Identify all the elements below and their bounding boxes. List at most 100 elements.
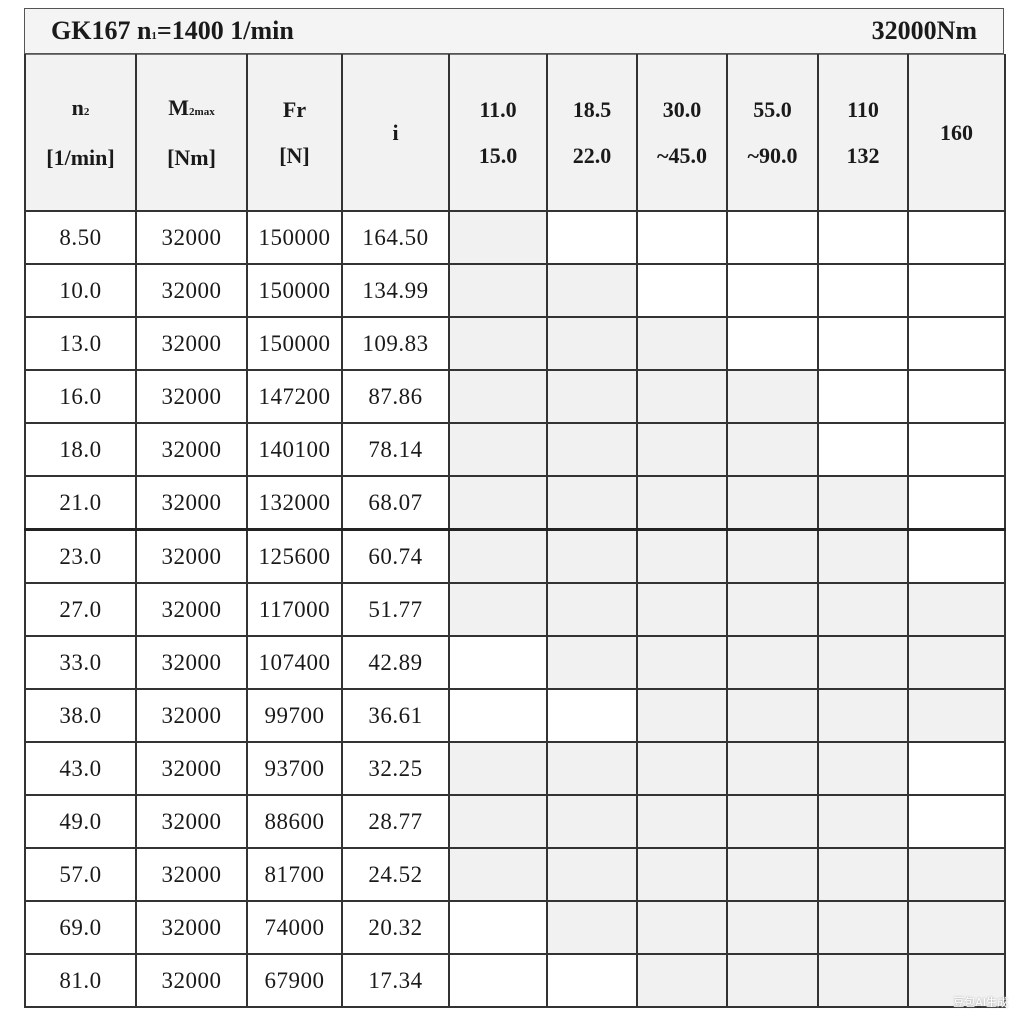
motor-cell-shaded <box>817 528 909 584</box>
motor-cell-blank <box>907 422 1006 477</box>
cell-i: 78.14 <box>341 422 450 477</box>
header-line-2: 15.0 <box>478 142 518 168</box>
cell-n2: 49.0 <box>24 794 137 849</box>
motor-cell-shaded <box>546 263 638 318</box>
motor-cell-shaded <box>817 741 909 796</box>
cell-n2: 18.0 <box>24 422 137 477</box>
motor-cell-shaded <box>726 741 819 796</box>
header-line-1: n <box>71 94 84 120</box>
cell-i: 51.77 <box>341 582 450 637</box>
motor-cell-blank <box>817 369 909 424</box>
motor-cell-shaded <box>636 688 728 743</box>
motor-cell-shaded <box>546 635 638 690</box>
header-line-1: 110 <box>847 96 879 122</box>
cell-m2max: 32000 <box>135 847 248 902</box>
motor-cell-blank <box>907 263 1006 318</box>
motor-cell-shaded <box>726 582 819 637</box>
cell-m2max: 32000 <box>135 953 248 1008</box>
cell-n2: 43.0 <box>24 741 137 796</box>
motor-cell-shaded <box>546 316 638 371</box>
table-row: 13.0 32000 150000 109.83 <box>24 316 1006 371</box>
cell-m2max: 32000 <box>135 316 248 371</box>
motor-cell-shaded <box>817 635 909 690</box>
cell-n2: 81.0 <box>24 953 137 1008</box>
motor-cell-shaded <box>907 900 1006 955</box>
cell-m2max: 32000 <box>135 794 248 849</box>
header-line-1: M <box>168 94 190 120</box>
cell-fr: 67900 <box>246 953 343 1008</box>
cell-i: 109.83 <box>341 316 450 371</box>
motor-cell-shaded <box>448 475 548 531</box>
cell-i: 32.25 <box>341 741 450 796</box>
motor-cell-shaded <box>817 688 909 743</box>
motor-cell-shaded <box>817 582 909 637</box>
motor-cell-shaded <box>636 741 728 796</box>
motor-cell-shaded <box>907 953 1006 1008</box>
cell-m2max: 32000 <box>135 263 248 318</box>
cell-n2: 33.0 <box>24 635 137 690</box>
table-title-bar: GK167 n1=1400 1/min 32000Nm <box>24 8 1004 54</box>
table-row: 49.0 32000 88600 28.77 <box>24 794 1006 849</box>
gearbox-table-container: GK167 n1=1400 1/min 32000Nm n2 [1/min] M2m… <box>24 8 1006 1008</box>
motor-cell-shaded <box>907 847 1006 902</box>
motor-cell-blank <box>907 369 1006 424</box>
header-line-2: ~90.0 <box>747 142 798 168</box>
motor-cell-shaded <box>726 369 819 424</box>
cell-m2max: 32000 <box>135 741 248 796</box>
cell-i: 17.34 <box>341 953 450 1008</box>
motor-cell-shaded <box>636 582 728 637</box>
cell-n2: 23.0 <box>24 528 137 584</box>
table-row: 57.0 32000 81700 24.52 <box>24 847 1006 902</box>
motor-cell-shaded <box>726 475 819 531</box>
motor-cell-shaded <box>546 528 638 584</box>
cell-fr: 99700 <box>246 688 343 743</box>
motor-cell-shaded <box>636 635 728 690</box>
motor-cell-shaded <box>817 794 909 849</box>
motor-cell-blank <box>726 316 819 371</box>
cell-n2: 57.0 <box>24 847 137 902</box>
cell-i: 68.07 <box>341 475 450 531</box>
motor-cell-shaded <box>726 953 819 1008</box>
motor-cell-blank <box>817 210 909 265</box>
header-line-1: 11.0 <box>479 96 517 122</box>
motor-cell-blank <box>907 475 1006 531</box>
cell-m2max: 32000 <box>135 635 248 690</box>
motor-cell-shaded <box>726 635 819 690</box>
header-subscript: 2max <box>189 105 215 118</box>
n1-label: n <box>136 16 152 45</box>
motor-cell-shaded <box>817 847 909 902</box>
table-row: 38.0 32000 99700 36.61 <box>24 688 1006 743</box>
header-line-2: [1/min] <box>46 144 115 170</box>
motor-cell-shaded <box>726 794 819 849</box>
table-row: 43.0 32000 93700 32.25 <box>24 741 1006 796</box>
motor-cell-shaded <box>636 900 728 955</box>
table-row: 33.0 32000 107400 42.89 <box>24 635 1006 690</box>
cell-fr: 117000 <box>246 582 343 637</box>
motor-cell-shaded <box>448 582 548 637</box>
motor-cell-blank <box>907 528 1006 584</box>
motor-cell-blank <box>546 953 638 1008</box>
motor-cell-blank <box>448 635 548 690</box>
motor-cell-shaded <box>546 900 638 955</box>
cell-fr: 125600 <box>246 528 343 584</box>
header-line-1: 30.0 <box>662 96 702 122</box>
table-row: 81.0 32000 67900 17.34 <box>24 953 1006 1008</box>
motor-cell-shaded <box>817 475 909 531</box>
header-line-1: 160 <box>940 119 973 145</box>
cell-fr: 150000 <box>246 316 343 371</box>
table-row: 21.0 32000 132000 68.07 <box>24 475 1006 531</box>
table-row: 69.0 32000 74000 20.32 <box>24 900 1006 955</box>
motor-cell-shaded <box>448 210 548 265</box>
cell-m2max: 32000 <box>135 582 248 637</box>
cell-n2: 69.0 <box>24 900 137 955</box>
cell-m2max: 32000 <box>135 369 248 424</box>
column-header: 160 <box>907 54 1006 212</box>
cell-m2max: 32000 <box>135 422 248 477</box>
motor-cell-blank <box>817 263 909 318</box>
cell-i: 20.32 <box>341 900 450 955</box>
motor-cell-shaded <box>448 528 548 584</box>
column-header: M2max [Nm] <box>135 54 248 212</box>
cell-fr: 107400 <box>246 635 343 690</box>
motor-cell-shaded <box>726 528 819 584</box>
motor-cell-shaded <box>448 369 548 424</box>
